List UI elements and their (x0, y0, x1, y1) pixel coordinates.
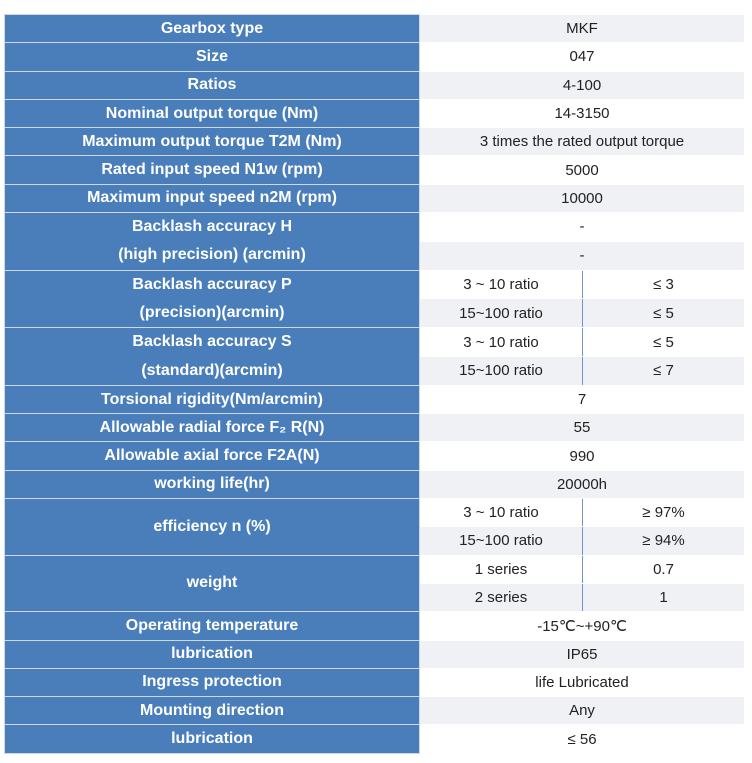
row-label-line: (high precision) (arcmin) (118, 246, 306, 264)
sub-value: ≤ 7 (581, 356, 746, 386)
row-value: MKF (418, 13, 746, 44)
sub-condition: 15~100 ratio (419, 526, 583, 556)
row-label-line: Backlash accuracy P (132, 275, 292, 293)
table-row: Allowable axial force F2A(N) 990 (4, 441, 746, 471)
sub-value: ≥ 97% (581, 498, 746, 528)
table-row: - (5, 240, 746, 271)
row-label: Maximum output torque T2M (Nm) (4, 127, 420, 157)
table-row: Mounting direction Any (4, 696, 746, 726)
row-value: 20000h (418, 469, 746, 500)
sub-condition: 1 series (419, 554, 583, 584)
row-label: Backlash accuracy H (high precision) (arc… (4, 212, 420, 271)
row-label-line: Backlash accuracy H (131, 218, 293, 236)
sub-value: ≤ 5 (581, 298, 746, 329)
table-row: Rated input speed N1w (rpm) 5000 (4, 155, 746, 185)
row-value: - (418, 240, 746, 271)
row-label-line: Backlash accuracy S (132, 333, 292, 351)
table-row: Nominal output torque (Nm) 14-3150 (4, 98, 746, 129)
sub-value: ≤ 5 (581, 327, 746, 358)
sub-value: ≥ 94% (581, 526, 746, 556)
row-value: 5000 (418, 155, 746, 185)
row-value: -15℃~+90℃ (418, 611, 746, 641)
spec-table: Gearbox type MKF Size 047 Ratios 4-100 Nominal… (4, 13, 746, 754)
row-value: 047 (418, 42, 746, 72)
table-row: lubrication IP65 (4, 639, 746, 669)
row-value: life Lubricated (418, 667, 746, 698)
table-row: Maximum output torque T2M (Nm) 3 times th… (4, 127, 746, 157)
row-value: 990 (418, 441, 746, 471)
table-row: Ingress protection life Lubricated (4, 667, 746, 698)
table-row: efficiency n (%) 3 ~ 10 ratio ≥ 97% (4, 498, 746, 556)
sub-condition: 15~100 ratio (419, 298, 583, 329)
row-label: Operating temperature (4, 611, 420, 641)
row-value: 3 times the rated output torque (418, 127, 746, 157)
sub-condition: 3 ~ 10 ratio (419, 498, 583, 528)
row-label: weight (4, 554, 420, 613)
table-row: 2 series 1 (5, 582, 746, 613)
sub-condition: 2 series (419, 582, 583, 613)
row-label: Size (4, 42, 420, 72)
row-label: lubrication (4, 724, 420, 754)
table-row: Backlash accuracy P (precision)(arcmin) 3 … (4, 269, 746, 329)
row-label: Allowable radial force F₂ R(N) (4, 413, 420, 443)
row-label: Backlash accuracy S (standard)(arcmin) (4, 327, 420, 386)
row-value: 10000 (418, 183, 746, 214)
table-row: Gearbox type MKF (4, 13, 746, 44)
row-label: lubrication (4, 639, 420, 669)
row-label: Rated input speed N1w (rpm) (4, 155, 420, 185)
table-row: Torsional rigidity(Nm/arcmin) 7 (4, 384, 746, 415)
table-row: Backlash accuracy S (standard)(arcmin) 3 ~… (4, 327, 746, 386)
sub-value: 1 (581, 582, 746, 613)
table-row: weight 1 series 0.7 (4, 554, 746, 613)
row-label-line: (standard)(arcmin) (141, 361, 283, 379)
table-row: Ratios 4-100 (4, 70, 746, 100)
row-value: 55 (418, 413, 746, 443)
row-label: Maximum input speed n2M (rpm) (4, 183, 420, 214)
row-label: Allowable axial force F2A(N) (4, 441, 420, 471)
row-label: Backlash accuracy P (precision)(arcmin) (4, 269, 420, 329)
sub-condition: 15~100 ratio (419, 356, 583, 386)
table-row: Backlash accuracy H (high precision) (arc… (4, 212, 746, 271)
table-row: 15~100 ratio ≤ 7 (5, 356, 746, 386)
table-row: 15~100 ratio ≤ 5 (5, 298, 746, 329)
table-row: 15~100 ratio ≥ 94% (5, 526, 746, 556)
table-row: Size 047 (4, 42, 746, 72)
sub-condition: 3 ~ 10 ratio (419, 327, 583, 358)
row-value: 4-100 (418, 70, 746, 100)
row-label-line: (precision)(arcmin) (139, 303, 285, 321)
row-label: efficiency n (%) (4, 498, 420, 556)
row-value: IP65 (418, 639, 746, 669)
row-label: Ratios (4, 70, 420, 100)
table-row: Maximum input speed n2M (rpm) 10000 (4, 183, 746, 214)
row-label: Gearbox type (4, 13, 420, 44)
table-row: working life(hr) 20000h (4, 469, 746, 500)
row-value: - (418, 212, 746, 242)
row-value: 7 (418, 384, 746, 415)
row-value: 14-3150 (418, 98, 746, 129)
row-label: working life(hr) (4, 469, 420, 500)
table-row: Operating temperature -15℃~+90℃ (4, 611, 746, 641)
row-label: Mounting direction (4, 696, 420, 726)
table-row: Allowable radial force F₂ R(N) 55 (4, 413, 746, 443)
row-value: ≤ 56 (418, 724, 746, 754)
row-value: Any (418, 696, 746, 726)
table-row: lubrication ≤ 56 (4, 724, 746, 754)
sub-value: ≤ 3 (581, 269, 746, 300)
row-label: Torsional rigidity(Nm/arcmin) (4, 384, 420, 415)
row-label: Ingress protection (4, 667, 420, 698)
sub-condition: 3 ~ 10 ratio (419, 269, 583, 300)
row-label: Nominal output torque (Nm) (4, 98, 420, 129)
sub-value: 0.7 (581, 554, 746, 584)
